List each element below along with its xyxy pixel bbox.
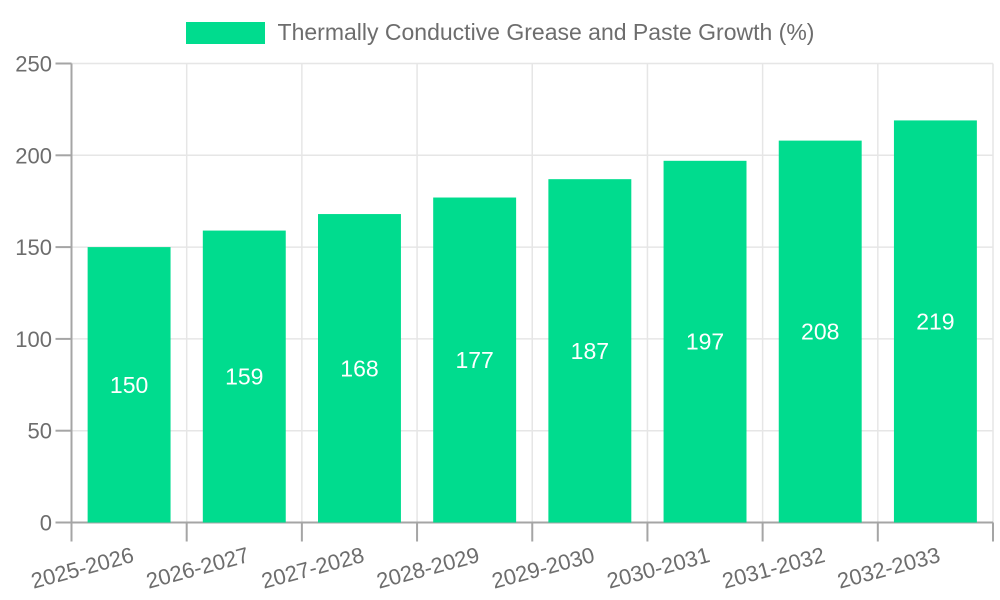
- y-tick-label: 100: [15, 327, 52, 352]
- bar-2027-2028[interactable]: [318, 214, 401, 523]
- x-tick-label: 2026-2027: [143, 542, 251, 593]
- bar-2032-2033[interactable]: [893, 120, 977, 523]
- x-tick-label: 2031-2032: [719, 542, 827, 593]
- legend-label: Thermally Conductive Grease and Paste Gr…: [277, 19, 815, 45]
- bar-2028-2029[interactable]: [433, 197, 517, 523]
- y-tick-label: 150: [15, 235, 52, 260]
- legend-item[interactable]: Thermally Conductive Grease and Paste Gr…: [0, 19, 1000, 46]
- y-tick-label: 250: [15, 52, 52, 77]
- bar-value-label: 197: [686, 329, 724, 355]
- x-tick-label: 2030-2031: [604, 542, 712, 593]
- x-tick-label: 2028-2029: [374, 542, 482, 593]
- y-tick-label: 50: [28, 419, 52, 444]
- x-tick-label: 2032-2033: [835, 542, 943, 593]
- bar-value-label: 219: [916, 308, 954, 334]
- x-tick-label: 2027-2028: [259, 542, 367, 593]
- bar-2030-2031[interactable]: [663, 160, 747, 523]
- y-tick-label: 200: [15, 143, 52, 168]
- bar-2029-2030[interactable]: [548, 179, 632, 523]
- legend-swatch: [185, 21, 265, 44]
- bar-2026-2027[interactable]: [202, 230, 286, 523]
- bar-value-label: 150: [110, 372, 148, 398]
- bar-2031-2032[interactable]: [778, 140, 862, 523]
- bar-value-label: 177: [455, 347, 493, 373]
- x-tick-label: 2025-2026: [28, 542, 136, 593]
- bar-value-label: 159: [225, 364, 263, 390]
- bar-value-label: 187: [571, 338, 609, 364]
- bar-value-label: 168: [340, 355, 378, 381]
- bar-2025-2026[interactable]: [87, 247, 171, 523]
- x-tick-label: 2029-2030: [489, 542, 597, 593]
- bar-value-label: 208: [801, 319, 839, 345]
- y-tick-label: 0: [40, 511, 52, 536]
